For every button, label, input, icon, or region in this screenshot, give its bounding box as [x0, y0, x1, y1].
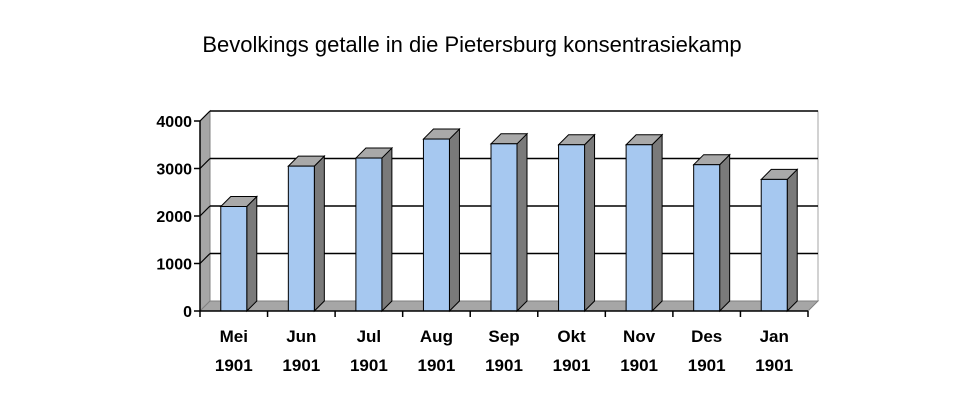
x-tick-label-month: Jun — [286, 327, 316, 346]
bar-front — [625, 144, 653, 312]
bar — [624, 133, 664, 313]
bar-side — [651, 133, 663, 313]
bar-front — [490, 143, 518, 312]
bar-side — [786, 168, 798, 313]
y-axis: 0 1000 2000 3000 4000 — [156, 114, 201, 321]
bars — [219, 127, 799, 313]
bar-side — [719, 153, 731, 313]
x-tick-label-year: 1901 — [553, 356, 591, 375]
bar-side — [313, 154, 325, 313]
x-tick-label-year: 1901 — [418, 356, 456, 375]
bar — [557, 133, 596, 313]
gridline-side — [199, 205, 211, 217]
x-tick-label-month: Des — [691, 327, 722, 346]
bar — [354, 146, 394, 313]
bar-front — [220, 206, 248, 312]
bar-front — [422, 138, 450, 312]
bar-front — [287, 165, 315, 312]
x-tick-label-year: 1901 — [688, 356, 726, 375]
bar-front — [558, 144, 586, 312]
bar-front — [693, 164, 721, 312]
y-tick-label: 0 — [183, 304, 192, 321]
x-axis: Mei 1901 Jun 1901 Jul 1901 Aug 1901 Sep 1901 Okt 19… — [199, 310, 809, 375]
bar-front — [760, 178, 788, 312]
bar-side — [448, 127, 460, 313]
gridline-side — [199, 158, 211, 169]
bar-side — [381, 146, 393, 313]
gridline-side — [199, 110, 211, 122]
bar-front — [355, 157, 383, 312]
x-tick-label-month: Mei — [220, 327, 248, 346]
y-tick-label: 2000 — [156, 209, 192, 226]
x-tick-label-year: 1901 — [485, 356, 523, 375]
bar — [219, 195, 258, 313]
x-tick-label-month: Nov — [623, 327, 656, 346]
bar-side — [246, 195, 258, 313]
x-tick-label-month: Okt — [557, 327, 586, 346]
bar — [422, 127, 461, 313]
x-tick-label-month: Jul — [357, 327, 382, 346]
x-tick-label-month: Jan — [760, 327, 789, 346]
y-tick-label: 4000 — [156, 114, 192, 131]
x-tick-label-year: 1901 — [620, 356, 658, 375]
y-tick-label: 1000 — [156, 257, 192, 274]
x-tick-label-month: Aug — [420, 327, 453, 346]
bar — [760, 168, 799, 313]
bar-side — [584, 133, 596, 313]
y-tick-label: 3000 — [156, 162, 192, 179]
gridline-side — [199, 253, 211, 264]
x-tick-label-year: 1901 — [755, 356, 793, 375]
x-tick-label-year: 1901 — [215, 356, 253, 375]
x-tick-label-month: Sep — [488, 327, 519, 346]
x-tick-label-year: 1901 — [350, 356, 388, 375]
bar — [287, 154, 326, 313]
bar — [489, 132, 529, 313]
x-tick-label-year: 1901 — [282, 356, 320, 375]
bar-side — [516, 132, 528, 313]
chart-title: Bevolkings getalle in die Pietersburg ko… — [202, 32, 741, 57]
bar — [692, 153, 731, 313]
